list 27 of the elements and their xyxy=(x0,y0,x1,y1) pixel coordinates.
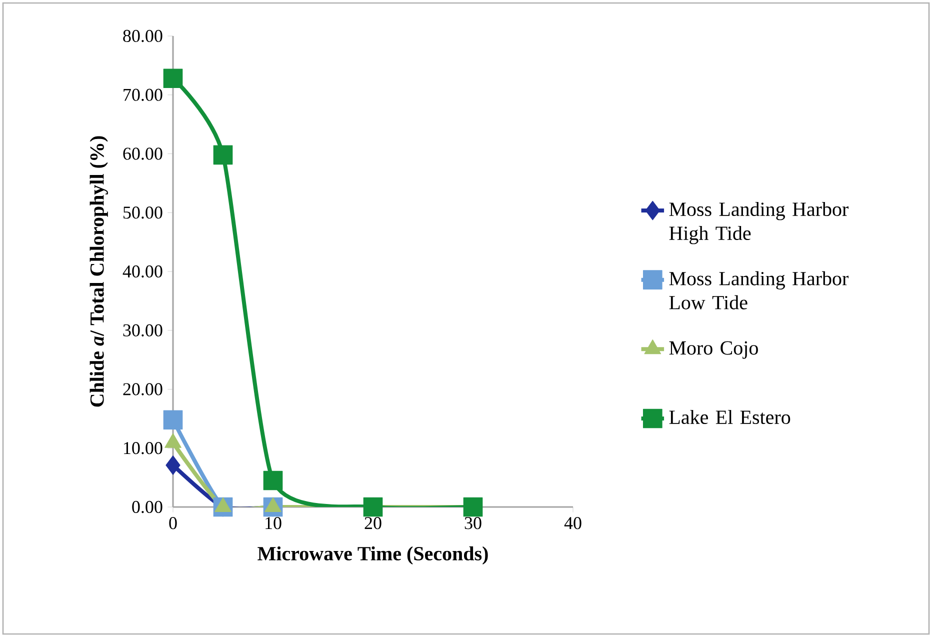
y-tick-label: 50.00 xyxy=(124,206,162,219)
y-tick-label: 10.00 xyxy=(124,442,162,454)
y-tick-label: 20.00 xyxy=(123,383,162,396)
point xyxy=(163,68,183,88)
point xyxy=(363,497,383,517)
y-tick-label: 80.00 xyxy=(123,30,162,42)
point xyxy=(166,456,180,475)
legend-label: Lake El Estero xyxy=(669,410,790,424)
x-tick-label: 10 xyxy=(266,517,282,530)
point xyxy=(163,410,183,430)
legend-label: Moss Landing Harbor Low Tide xyxy=(669,271,848,310)
x-tick-label: 0 xyxy=(169,517,177,530)
y-tick-label: 40.00 xyxy=(122,265,162,278)
y-tick-label: 70.00 xyxy=(124,88,162,101)
x-tick-label: 40 xyxy=(564,517,582,530)
point xyxy=(463,497,483,517)
x-tick-label: 20 xyxy=(364,517,382,530)
legend-label: Moro Cojo xyxy=(669,341,758,359)
point xyxy=(213,145,233,165)
legend-label: Moss Landing Harbor High Tide xyxy=(669,202,848,244)
x-axis-title: Microwave Time (Seconds) xyxy=(258,546,488,564)
y-tick-label: 0.00 xyxy=(132,500,162,514)
x-tick-label: 30 xyxy=(464,517,482,530)
y-tick-label: 30.00 xyxy=(123,324,162,336)
y-tick-label: 60.00 xyxy=(123,148,162,160)
y-axis-title: Chlide a/ Total Chlorophyll (%) xyxy=(90,136,108,407)
point xyxy=(263,470,283,490)
